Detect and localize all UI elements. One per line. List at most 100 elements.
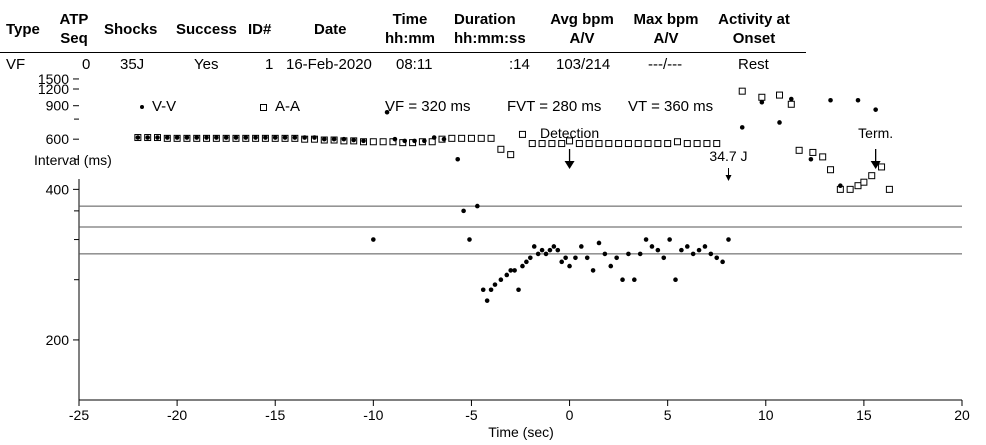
aa-point-37 <box>497 145 505 153</box>
x-tick-label--20: -20 <box>167 407 187 423</box>
aa-point-72 <box>868 172 876 180</box>
vv-point-25 <box>384 109 390 115</box>
legend-aa-label: A-A <box>275 98 301 115</box>
series-vv <box>135 96 878 303</box>
legend-vv-label: V-V <box>152 98 177 115</box>
x-tick-label--10: -10 <box>363 407 383 423</box>
header-avg-bpm-line1: Avg bpm <box>550 11 614 28</box>
vv-point-44 <box>516 287 521 293</box>
cell-date: 16-Feb-2020 <box>286 56 372 73</box>
aa-point-30 <box>428 138 436 146</box>
vv-point-76 <box>679 247 684 253</box>
header-atp-seq: ATP Seq <box>56 10 92 48</box>
vv-point-80 <box>702 244 708 249</box>
vv-point-54 <box>555 247 561 253</box>
vv-point-75 <box>673 277 678 283</box>
vv-point-82 <box>714 255 720 261</box>
aa-point-74 <box>885 185 893 193</box>
vv-point-28 <box>412 138 417 144</box>
header-max-bpm-line2: A/V <box>653 30 679 47</box>
vv-point-19 <box>321 136 327 142</box>
vv-point-16 <box>292 135 298 140</box>
vv-point-8 <box>214 135 219 140</box>
vv-point-59 <box>579 244 584 249</box>
annotation-arrow-head-1 <box>725 175 732 181</box>
vv-point-10 <box>233 135 239 140</box>
annotation-arrow-head-0 <box>564 161 575 169</box>
vv-point-39 <box>492 282 498 287</box>
vv-point-32 <box>455 156 461 162</box>
vv-point-79 <box>696 247 702 253</box>
vv-point-93 <box>873 107 878 112</box>
vv-point-43 <box>512 268 517 273</box>
vv-point-68 <box>632 277 637 283</box>
legend-aa-marker <box>260 103 267 111</box>
x-tick-label-10: 10 <box>758 407 774 423</box>
vv-point-73 <box>661 255 667 261</box>
vv-point-14 <box>272 135 278 140</box>
vv-point-7 <box>204 135 209 140</box>
aa-point-57 <box>693 140 701 148</box>
cell-activity: Rest <box>738 56 769 73</box>
x-tick-label-15: 15 <box>856 407 872 423</box>
aa-point-35 <box>477 134 485 142</box>
header-max-bpm-line1: Max bpm <box>633 11 699 28</box>
vv-point-24 <box>371 237 376 242</box>
aa-point-45 <box>575 140 583 148</box>
header-success: Success <box>176 21 237 38</box>
vv-point-30 <box>431 135 437 140</box>
x-tick-label-20: 20 <box>954 407 970 423</box>
vv-point-50 <box>539 247 545 253</box>
vv-point-15 <box>282 135 288 140</box>
header-activity-line2: Onset <box>732 30 776 47</box>
vv-point-1 <box>145 135 150 140</box>
cell-max-bpm: ---/--- <box>648 56 683 73</box>
vv-point-88 <box>788 96 794 102</box>
cell-success: Yes <box>194 56 219 73</box>
vv-point-65 <box>614 255 619 261</box>
vv-point-87 <box>777 120 782 125</box>
series-aa <box>134 87 893 193</box>
vv-point-70 <box>643 237 649 242</box>
vv-point-90 <box>828 97 833 103</box>
vv-point-3 <box>165 135 170 140</box>
aa-point-64 <box>795 146 803 154</box>
vv-point-57 <box>567 263 572 269</box>
aa-point-47 <box>595 140 603 148</box>
vv-point-72 <box>655 247 661 253</box>
header-avg-bpm: Avg bpm A/V <box>544 10 620 48</box>
annotation-label-0: Detection <box>540 125 599 141</box>
header-atp-seq-line1: ATP <box>59 11 89 28</box>
vv-point-12 <box>253 135 258 140</box>
aa-point-51 <box>634 140 642 148</box>
aa-point-52 <box>644 140 652 148</box>
threshold-lines <box>79 205 962 255</box>
aa-point-46 <box>585 140 593 148</box>
aa-point-41 <box>538 140 546 148</box>
vv-point-58 <box>573 255 578 261</box>
vv-point-48 <box>531 244 537 249</box>
vv-point-84 <box>726 237 731 242</box>
vv-point-62 <box>596 240 602 246</box>
y-tick-label-400: 400 <box>46 181 70 197</box>
header-time: Time hh:mm <box>380 10 440 48</box>
annotation-label-2: Term. <box>858 125 893 141</box>
aa-point-71 <box>860 178 868 186</box>
y-tick-label-1200: 1200 <box>38 81 69 97</box>
legend-aa: A-A <box>260 98 300 116</box>
vv-point-0 <box>135 135 141 140</box>
vv-point-31 <box>441 136 447 142</box>
aa-point-38 <box>507 151 515 159</box>
aa-point-67 <box>827 166 835 174</box>
cell-id: 1 <box>265 56 274 73</box>
x-tick-label--5: -5 <box>465 407 478 423</box>
header-activity: Activity at Onset <box>712 10 796 48</box>
header-atp-seq-line2: Seq <box>60 30 88 47</box>
vv-point-52 <box>547 247 553 253</box>
aa-point-59 <box>713 140 721 148</box>
vv-point-29 <box>422 138 427 144</box>
header-time-line2: hh:mm <box>385 30 435 47</box>
vv-point-51 <box>543 251 549 257</box>
x-ticks: -25 -20 -15 -10 -5 0 5 10 15 20 <box>69 400 970 423</box>
aa-point-42 <box>548 140 556 148</box>
